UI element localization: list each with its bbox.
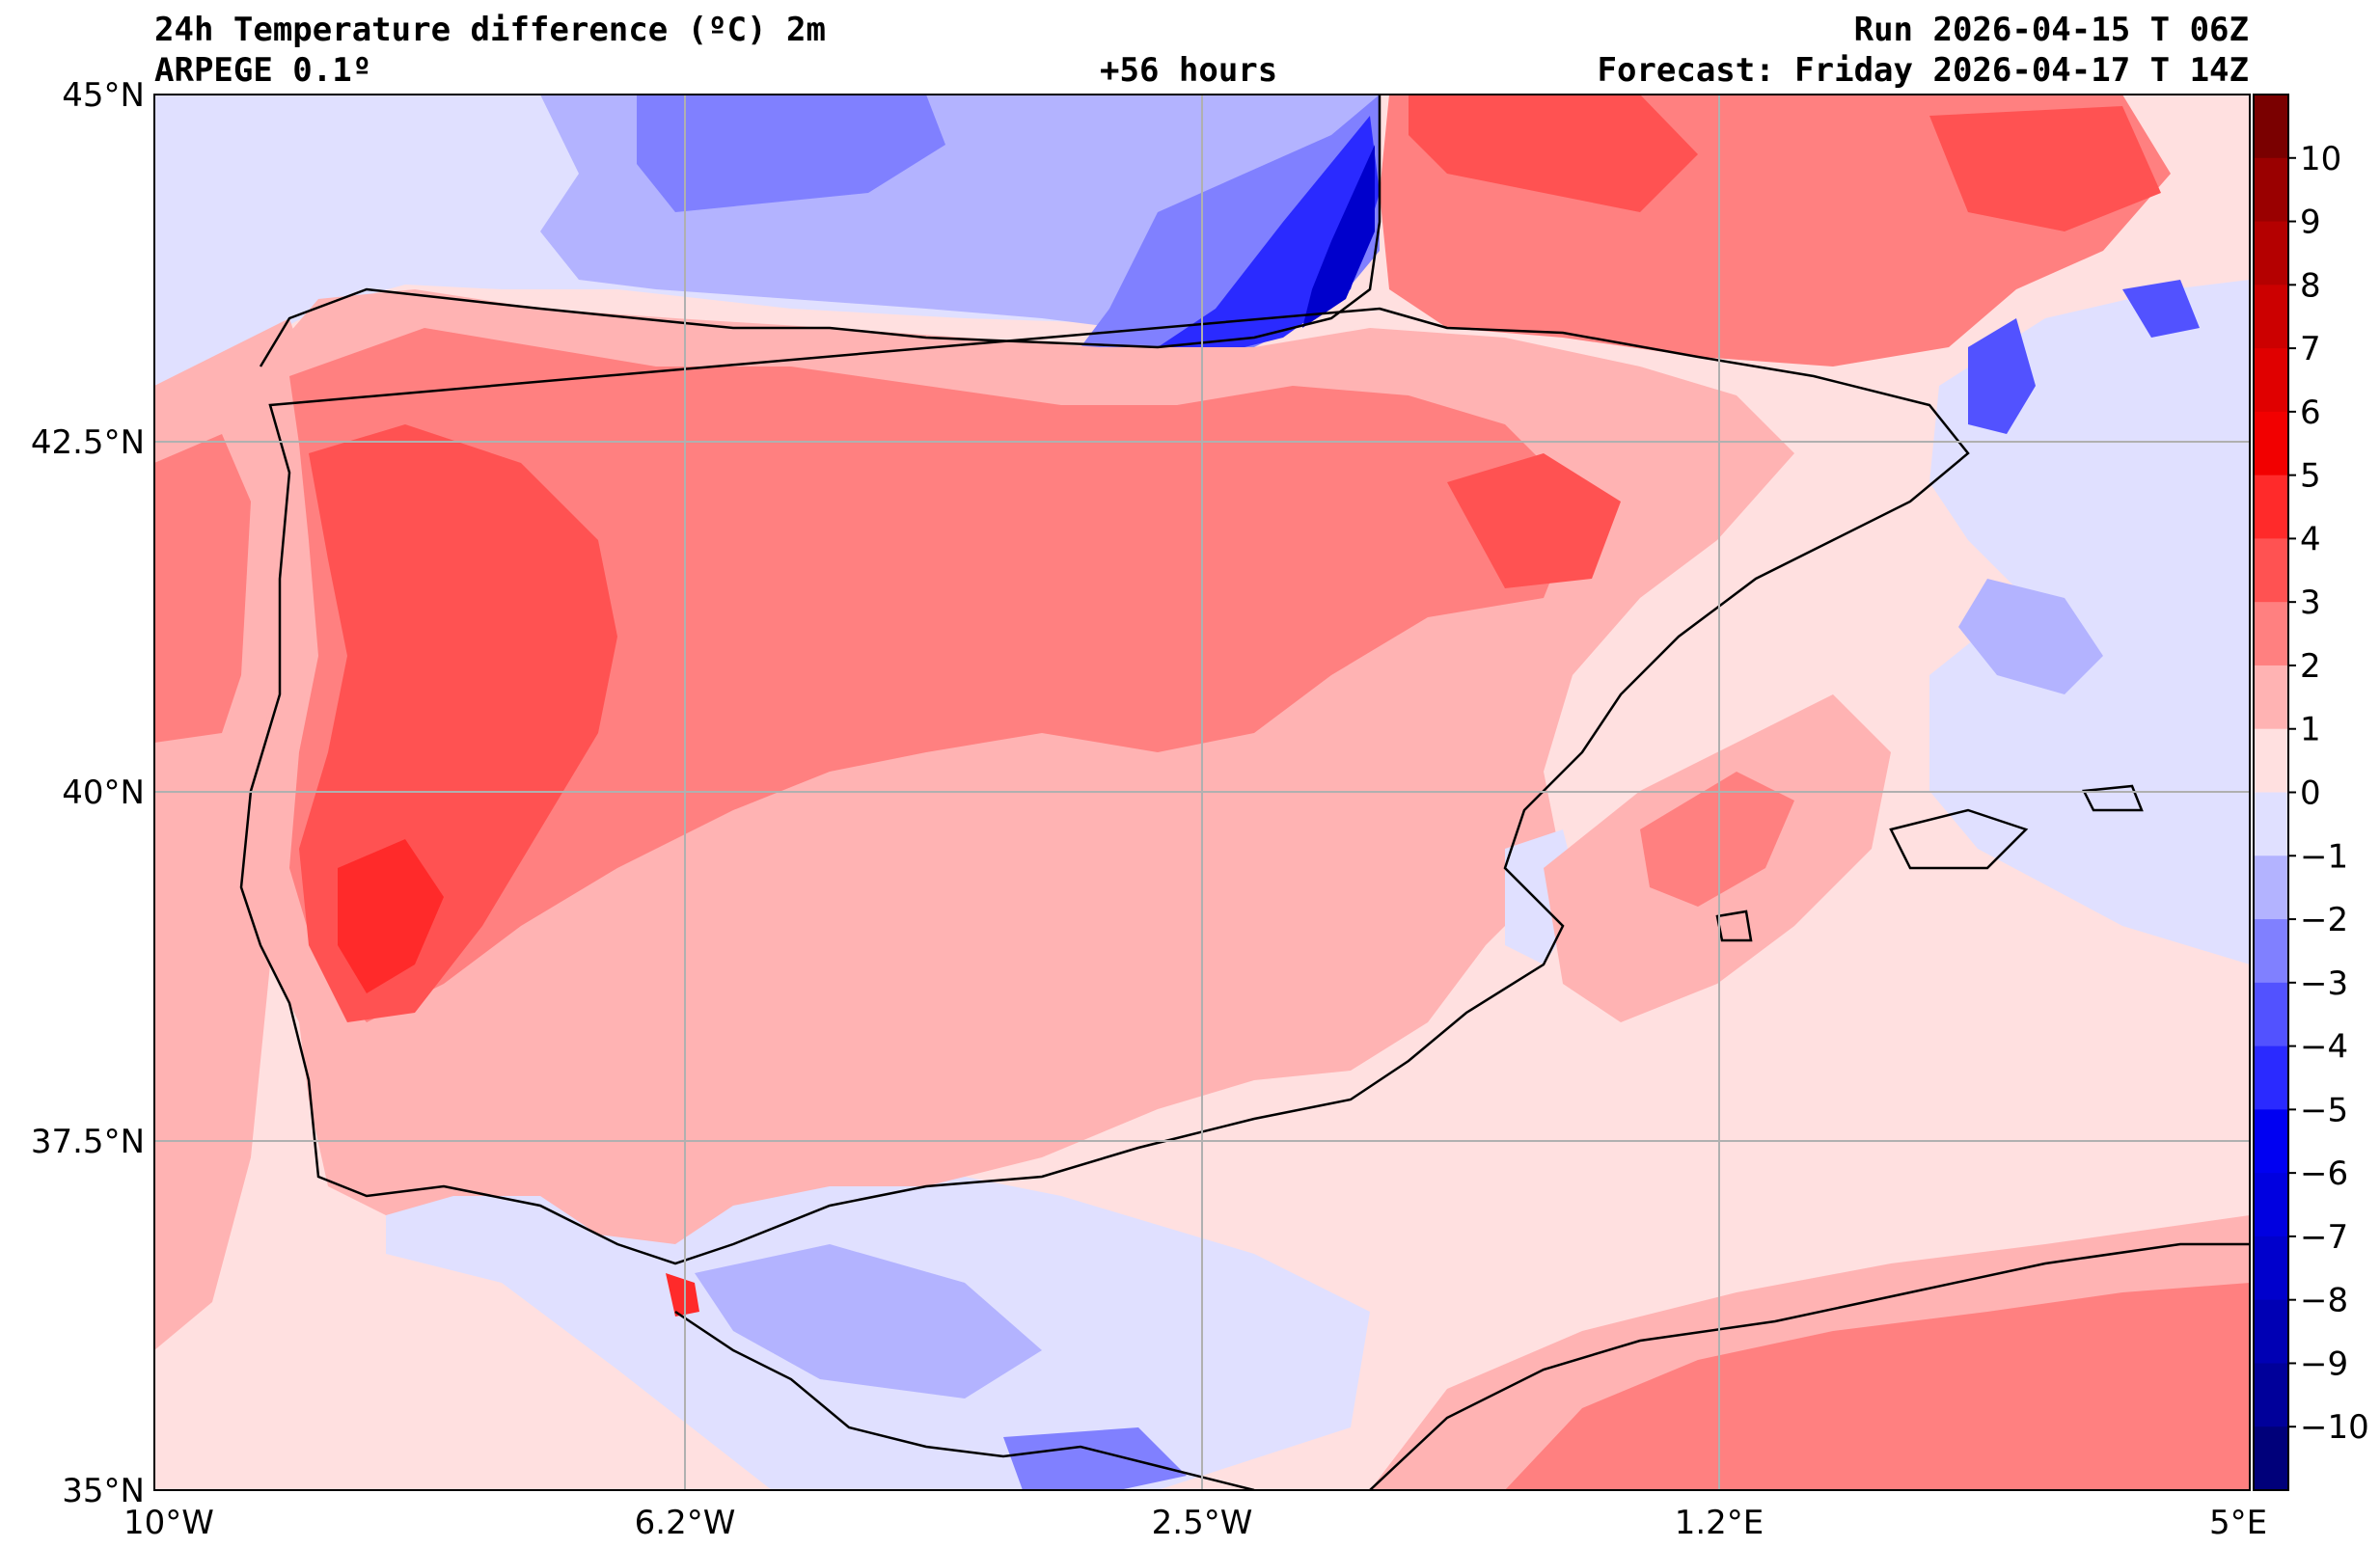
colorbar-swatch bbox=[2254, 538, 2288, 603]
colorbar-swatch bbox=[2254, 665, 2288, 730]
lon-tick-10w: 10°W bbox=[123, 1504, 214, 1542]
colorbar-label: 3 bbox=[2300, 584, 2321, 622]
med-east-minus2 bbox=[1958, 579, 2103, 694]
colorbar-swatch bbox=[2254, 1046, 2288, 1110]
warm-patch-north bbox=[424, 482, 579, 579]
colorbar-swatch bbox=[2254, 348, 2288, 413]
colorbar-label: −1 bbox=[2300, 837, 2348, 876]
ibiza-coast bbox=[1715, 910, 1753, 942]
colorbar-label: 9 bbox=[2300, 204, 2321, 242]
gulf-of-lion-cold bbox=[1968, 318, 2036, 434]
colorbar-label: 2 bbox=[2300, 647, 2321, 686]
lat-tick-37-5: 37.5°N bbox=[31, 1123, 145, 1161]
mallorca-coast bbox=[1889, 808, 2029, 870]
lon-tick-2-5w: 2.5°W bbox=[1152, 1504, 1253, 1542]
colorbar-swatch bbox=[2254, 157, 2288, 223]
lat-tick-45: 45°N bbox=[62, 76, 145, 115]
iberia-coastline bbox=[239, 95, 1970, 1265]
colorbar-label: 10 bbox=[2300, 140, 2341, 178]
iberia-land-plus2 bbox=[289, 328, 1582, 1022]
alboran-minus2 bbox=[695, 1244, 1042, 1399]
colorbar-swatch bbox=[2254, 475, 2288, 539]
colorbar-label: −3 bbox=[2300, 964, 2348, 1003]
warm-patch-ebro bbox=[1447, 453, 1621, 588]
colorbar-swatch bbox=[2254, 221, 2288, 285]
med-east-cool-zone bbox=[1929, 280, 2250, 964]
colorbar-swatch bbox=[2254, 728, 2288, 793]
lat-tick-35: 35°N bbox=[62, 1472, 145, 1510]
colorbar-label: −4 bbox=[2300, 1028, 2348, 1067]
colorbar-swatch bbox=[2254, 602, 2288, 666]
portugal-warm-hot bbox=[338, 839, 444, 993]
colorbar-swatch bbox=[2254, 1363, 2288, 1427]
colorbar-label: −8 bbox=[2300, 1282, 2348, 1320]
colorbar-swatch bbox=[2254, 792, 2288, 856]
forecast-time: Forecast: Friday 2026-04-17 T 14Z bbox=[1597, 51, 2249, 90]
map-title: 24h Temperature difference (ºC) 2m bbox=[154, 11, 826, 49]
north-africa-plus2 bbox=[1505, 1283, 2250, 1490]
colorbar-label: −5 bbox=[2300, 1091, 2348, 1129]
colorbar-swatch bbox=[2254, 95, 2288, 159]
colorbar-swatch bbox=[2254, 285, 2288, 349]
alboran-minus3 bbox=[1003, 1427, 1187, 1490]
run-time: Run 2026-04-15 T 06Z bbox=[1853, 11, 2249, 49]
colorbar-label: 7 bbox=[2300, 330, 2321, 368]
colorbar-swatch bbox=[2254, 1173, 2288, 1237]
menorca-coast bbox=[2082, 784, 2144, 812]
balearic-sea-plus2 bbox=[1640, 772, 1794, 907]
lat-tick-40: 40°N bbox=[62, 774, 145, 812]
colorbar-label: 8 bbox=[2300, 266, 2321, 305]
colorbar-swatch bbox=[2254, 855, 2288, 920]
colorbar-swatch bbox=[2254, 1299, 2288, 1364]
france-land-plus3 bbox=[1409, 95, 1698, 212]
ligurian-cold bbox=[2122, 280, 2200, 338]
france-warm-east bbox=[1929, 106, 2161, 231]
colorbar-label: 0 bbox=[2300, 774, 2321, 813]
colorbar-swatch bbox=[2254, 919, 2288, 984]
map-grid bbox=[154, 95, 2250, 1490]
lead-time: +56 hours bbox=[1100, 51, 1278, 90]
colorbar-swatch bbox=[2254, 1426, 2288, 1491]
lat-tick-42-5: 42.5°N bbox=[31, 423, 145, 462]
colorbar-swatch bbox=[2254, 411, 2288, 476]
lon-tick-6-2w: 6.2°W bbox=[635, 1504, 736, 1542]
coastlines bbox=[239, 95, 2250, 1490]
colorbar-label: −7 bbox=[2300, 1218, 2348, 1257]
africa-coastline bbox=[674, 1242, 2250, 1490]
plot-frame bbox=[153, 94, 2251, 1491]
colorbar-label: −6 bbox=[2300, 1154, 2348, 1193]
lon-tick-1-2e: 1.2°E bbox=[1675, 1504, 1764, 1542]
colorbar-label: 1 bbox=[2300, 711, 2321, 749]
colorbar-swatch bbox=[2254, 982, 2288, 1047]
colorbar-label: 5 bbox=[2300, 457, 2321, 496]
sea-north-minus3 bbox=[637, 95, 945, 212]
strait-warm-spot bbox=[666, 1273, 699, 1317]
colorbar-swatch bbox=[2254, 1236, 2288, 1301]
colorbar-label: −9 bbox=[2300, 1344, 2348, 1383]
colorbar-label: −10 bbox=[2300, 1408, 2369, 1447]
colorbar-label: 4 bbox=[2300, 520, 2321, 558]
colorbar-swatch bbox=[2254, 1109, 2288, 1174]
map-plot-area bbox=[154, 95, 2250, 1490]
biscay-cold-core-darkest bbox=[1302, 145, 1375, 328]
atlantic-west-plus2 bbox=[154, 434, 251, 743]
colorbar-label: 6 bbox=[2300, 394, 2321, 432]
colorbar-label: −2 bbox=[2300, 901, 2348, 939]
lon-tick-5e: 5°E bbox=[2209, 1504, 2267, 1542]
model-name: ARPEGE 0.1º bbox=[154, 51, 372, 90]
